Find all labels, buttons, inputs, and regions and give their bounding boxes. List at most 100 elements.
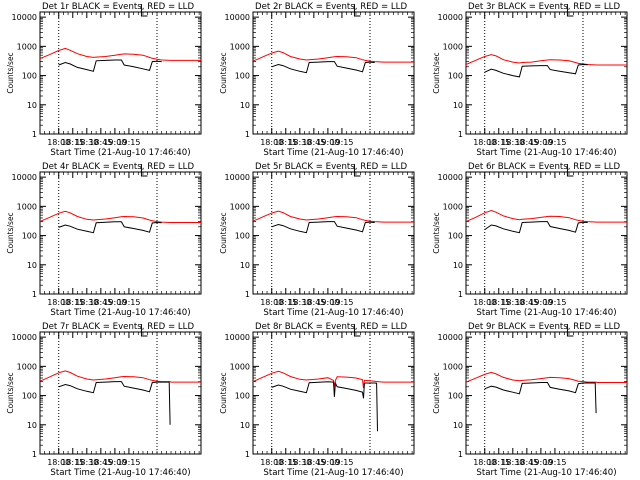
y-tick-label: 10000 bbox=[225, 173, 250, 182]
title-marker bbox=[140, 324, 148, 337]
y-tick-label: 1000 bbox=[17, 362, 37, 371]
y-tick-label: 10 bbox=[453, 101, 463, 110]
x-tick-label: 19:00 bbox=[316, 138, 339, 147]
title-marker bbox=[353, 164, 361, 177]
x-axis-label: Start Time (21-Aug-10 17:46:40) bbox=[476, 468, 616, 478]
chart-panel-5: Det 5r BLACK = Events, RED = LLD 1 10 100 10… bbox=[219, 162, 415, 318]
lld-series-line bbox=[39, 47, 201, 61]
x-tick-label: 19:15 bbox=[330, 458, 353, 467]
events-series-line bbox=[484, 221, 588, 234]
x-tick-label: 18:00 bbox=[473, 138, 496, 147]
plot-frame bbox=[252, 331, 415, 455]
y-tick-label: 1000 bbox=[443, 42, 463, 51]
x-tick-label: 18:00 bbox=[260, 138, 283, 147]
events-series-line bbox=[484, 382, 597, 414]
chart-title: Det 5r BLACK = Events, RED = LLD bbox=[255, 162, 407, 172]
y-tick-label: 1000 bbox=[230, 202, 250, 211]
y-tick-label: 100 bbox=[235, 232, 250, 241]
y-tick-label: 10000 bbox=[438, 173, 463, 182]
y-tick-label: 1 bbox=[245, 450, 250, 459]
x-tick-label: 18:30 bbox=[501, 138, 524, 147]
y-tick-label: 10000 bbox=[225, 333, 250, 342]
events-series-line bbox=[484, 63, 588, 78]
x-tick-label: 18:45 bbox=[89, 298, 112, 307]
events-series-line bbox=[271, 221, 375, 234]
x-axis-label: Start Time (21-Aug-10 17:46:40) bbox=[476, 308, 616, 318]
x-tick-label: 19:15 bbox=[117, 458, 140, 467]
x-tick-label: 18:30 bbox=[288, 138, 311, 147]
x-tick-label: 18:00 bbox=[473, 298, 496, 307]
x-tick-label: 18:30 bbox=[75, 458, 98, 467]
y-tick-label: 10 bbox=[27, 261, 37, 270]
chart-panel-8: Det 8r BLACK = Events, RED = LLD 1 10 100 10… bbox=[219, 322, 415, 478]
y-axis-label: Counts/sec bbox=[432, 52, 441, 93]
chart-title: Det 8r BLACK = Events, RED = LLD bbox=[255, 322, 407, 332]
chart-title: Det 7r BLACK = Events, RED = LLD bbox=[42, 322, 194, 332]
x-tick-label: 18:45 bbox=[515, 298, 538, 307]
x-tick-label: 18:30 bbox=[75, 138, 98, 147]
y-tick-label: 1000 bbox=[230, 42, 250, 51]
y-tick-label: 1 bbox=[458, 290, 463, 299]
x-tick-label: 18:30 bbox=[501, 458, 524, 467]
y-tick-label: 10 bbox=[453, 261, 463, 270]
y-tick-label: 10000 bbox=[12, 333, 37, 342]
x-tick-label: 18:00 bbox=[47, 138, 70, 147]
x-tick-label: 18:00 bbox=[473, 458, 496, 467]
y-tick-label: 100 bbox=[235, 392, 250, 401]
chart-panel-2: Det 2r BLACK = Events, RED = LLD 1 10 100 10… bbox=[219, 2, 415, 158]
x-tick-label: 18:15 bbox=[487, 138, 510, 147]
x-tick-label: 19:00 bbox=[529, 298, 552, 307]
x-tick-label: 19:00 bbox=[316, 298, 339, 307]
y-tick-label: 10 bbox=[240, 261, 250, 270]
y-tick-label: 100 bbox=[448, 392, 463, 401]
x-tick-label: 18:45 bbox=[302, 298, 325, 307]
x-axis-label: Start Time (21-Aug-10 17:46:40) bbox=[263, 468, 403, 478]
plot-frame bbox=[39, 11, 202, 135]
x-tick-label: 18:00 bbox=[260, 298, 283, 307]
x-tick-label: 18:45 bbox=[89, 138, 112, 147]
chart-panel-6: Det 6r BLACK = Events, RED = LLD 1 10 100 10… bbox=[432, 162, 628, 318]
lld-series-line bbox=[252, 50, 414, 63]
plot-frame bbox=[465, 171, 628, 295]
y-tick-label: 1 bbox=[458, 450, 463, 459]
y-tick-label: 1 bbox=[32, 290, 37, 299]
y-tick-label: 1000 bbox=[443, 202, 463, 211]
y-tick-label: 10 bbox=[240, 421, 250, 430]
y-tick-label: 1000 bbox=[17, 202, 37, 211]
lld-series-line bbox=[252, 370, 414, 389]
x-tick-label: 18:15 bbox=[274, 298, 297, 307]
y-tick-label: 1 bbox=[458, 130, 463, 139]
x-tick-label: 18:15 bbox=[61, 138, 84, 147]
title-marker bbox=[566, 4, 574, 17]
x-tick-label: 19:00 bbox=[103, 298, 126, 307]
y-tick-label: 10 bbox=[27, 101, 37, 110]
y-tick-label: 1 bbox=[32, 450, 37, 459]
x-tick-label: 19:15 bbox=[117, 138, 140, 147]
chart-panel-7: Det 7r BLACK = Events, RED = LLD 1 10 100 10… bbox=[6, 322, 202, 478]
y-axis-label: Counts/sec bbox=[432, 372, 441, 413]
lld-series-line bbox=[465, 54, 627, 66]
y-tick-label: 100 bbox=[448, 232, 463, 241]
title-marker bbox=[353, 4, 361, 17]
x-axis-label: Start Time (21-Aug-10 17:46:40) bbox=[50, 148, 190, 158]
y-axis-label: Counts/sec bbox=[6, 372, 15, 413]
y-axis-label: Counts/sec bbox=[6, 52, 15, 93]
x-axis-label: Start Time (21-Aug-10 17:46:40) bbox=[476, 148, 616, 158]
x-tick-label: 19:15 bbox=[117, 298, 140, 307]
plot-frame bbox=[39, 171, 202, 295]
x-axis-label: Start Time (21-Aug-10 17:46:40) bbox=[50, 468, 190, 478]
y-tick-label: 1 bbox=[245, 130, 250, 139]
x-tick-label: 18:15 bbox=[487, 458, 510, 467]
title-marker bbox=[566, 324, 574, 337]
chart-title: Det 4r BLACK = Events, RED = LLD bbox=[42, 162, 194, 172]
events-series-line bbox=[58, 381, 171, 425]
y-tick-label: 100 bbox=[235, 72, 250, 81]
x-tick-label: 18:45 bbox=[89, 458, 112, 467]
events-series-line bbox=[271, 61, 375, 74]
x-tick-label: 19:00 bbox=[103, 458, 126, 467]
events-series-line bbox=[58, 59, 162, 72]
x-tick-label: 18:00 bbox=[260, 458, 283, 467]
title-marker bbox=[353, 324, 361, 337]
x-tick-label: 18:15 bbox=[274, 458, 297, 467]
